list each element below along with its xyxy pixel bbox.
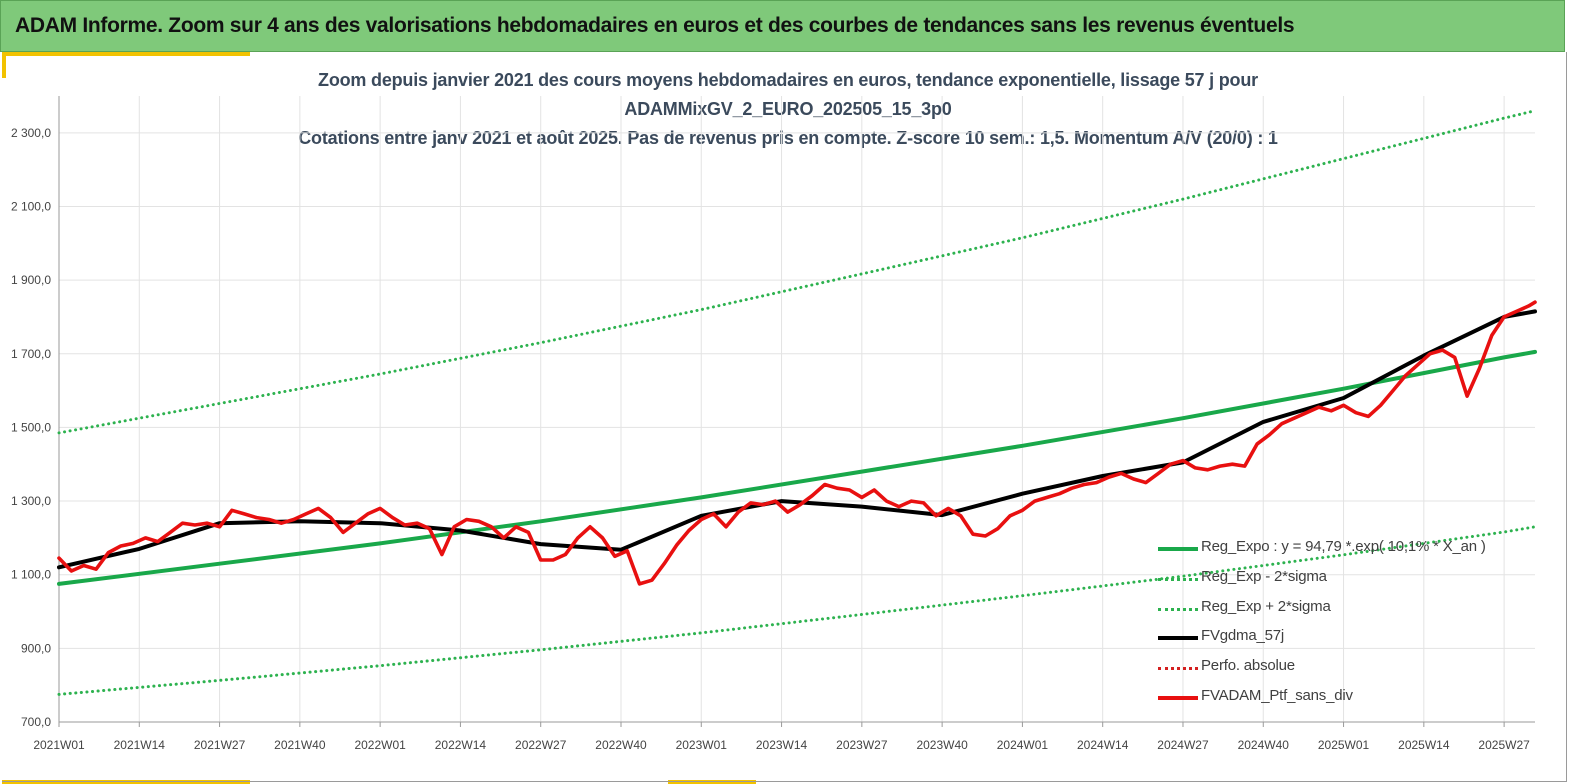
x-tick-label: 2022W27 (515, 738, 567, 752)
legend-swatch-perfo-absolue (1158, 667, 1198, 671)
x-tick-label: 2025W27 (1478, 738, 1530, 752)
x-tick-label: 2021W14 (114, 738, 166, 752)
accent-bar-bottom-mid (668, 780, 756, 784)
x-tick-label: 2023W40 (916, 738, 968, 752)
series-line-reg-exp-plus-2sigma (57, 109, 1537, 435)
legend-label-fvgdma: FVgdma_57j (1201, 627, 1285, 645)
x-tick-label: 2025W01 (1318, 738, 1370, 752)
y-tick-label: 1 100,0 (11, 568, 51, 582)
chart-title-line-1: Zoom depuis janvier 2021 des cours moyen… (318, 70, 1258, 90)
legend-swatch-fvgdma (1158, 636, 1198, 641)
legend-label-perfo-absolue: Perfo. absolue (1201, 657, 1295, 675)
legend-swatch-reg-exp-plus (1158, 607, 1198, 611)
legend-label-reg-expo: Reg_Expo : y = 94,79 *.exp( 10,1% * X_an… (1201, 538, 1486, 555)
x-tick-label: 2024W14 (1077, 738, 1129, 752)
x-tick-label: 2021W01 (33, 738, 85, 752)
report-banner: ADAM Informe. Zoom sur 4 ans des valoris… (0, 0, 1565, 52)
legend-swatch-reg-expo (1158, 547, 1198, 551)
legend-swatch-fvadam-ptf (1158, 695, 1198, 700)
y-tick-label: 2 300,0 (11, 126, 51, 140)
legend-swatch-reg-exp-minus (1158, 577, 1198, 581)
y-tick-label: 1 900,0 (11, 273, 51, 287)
x-tick-label: 2023W01 (676, 738, 728, 752)
x-tick-label: 2022W01 (354, 738, 406, 752)
x-tick-label: 2024W01 (997, 738, 1049, 752)
x-tick-label: 2025W14 (1398, 738, 1450, 752)
y-tick-label: 2 100,0 (11, 199, 51, 213)
chart-frame (2, 52, 1567, 782)
x-tick-label: 2024W40 (1238, 738, 1290, 752)
accent-bar-left (2, 52, 250, 56)
x-tick-label: 2021W27 (194, 738, 246, 752)
chart-title-line-2: ADAMMixGV_2_EURO_202505_15_3p0 (624, 99, 952, 119)
accent-bar-bottom-left (2, 780, 250, 784)
series-line-reg-exp-minus-2sigma (57, 525, 1537, 696)
series-line-fvgdma-57j (57, 309, 1537, 570)
y-tick-label: 1 500,0 (11, 420, 51, 434)
x-tick-label: 2022W40 (595, 738, 647, 752)
x-tick-label: 2024W27 (1157, 738, 1209, 752)
y-tick-label: 700,0 (21, 715, 51, 729)
legend-label-reg-exp-plus: Reg_Exp + 2*sigma (1201, 597, 1331, 615)
y-tick-label: 1 300,0 (11, 494, 51, 508)
report-title: ADAM Informe. Zoom sur 4 ans des valoris… (15, 14, 1295, 37)
series-line-fvadam-ptf (57, 300, 1537, 586)
legend-label-reg-exp-minus: Reg_Exp - 2*sigma (1201, 567, 1327, 585)
series-line-reg-expo (57, 349, 1537, 586)
x-tick-label: 2021W40 (274, 738, 326, 752)
legend-label-fvadam-ptf: FVADAM_Ptf_sans_div (1201, 686, 1353, 704)
x-tick-label: 2023W14 (756, 738, 808, 752)
accent-bar-left-edge (2, 52, 6, 78)
y-tick-label: 1 700,0 (11, 347, 51, 361)
y-tick-label: 900,0 (21, 641, 51, 655)
x-tick-label: 2023W27 (836, 738, 888, 752)
x-tick-label: 2022W14 (435, 738, 487, 752)
